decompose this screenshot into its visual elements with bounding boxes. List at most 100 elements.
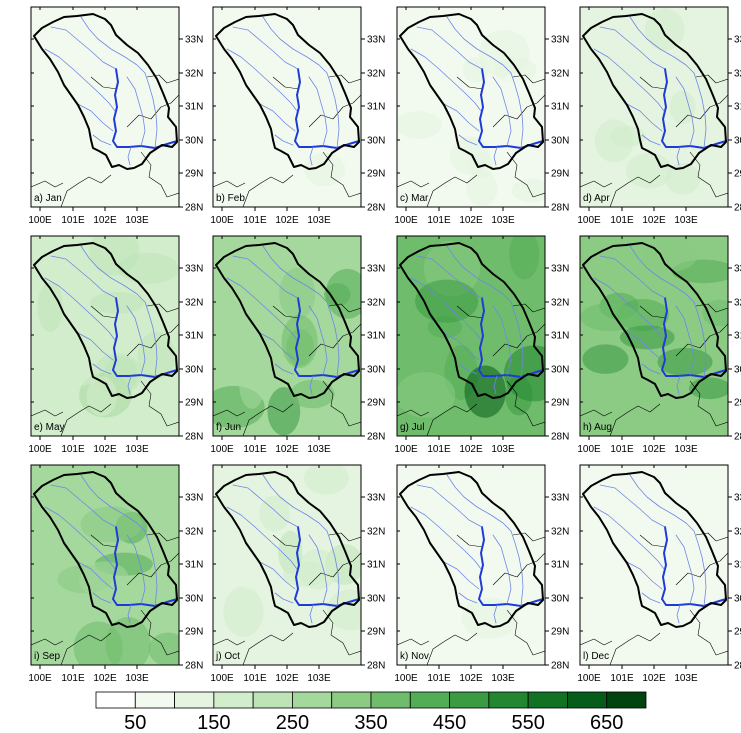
precip-patch — [509, 236, 540, 280]
lat-tick-label: 32N — [551, 298, 569, 309]
lat-tick-label: 33N — [734, 493, 741, 504]
precip-patch — [54, 358, 100, 387]
map-panel: 28N 29N 30N 31N 32N 33N 100E 101E 102E 103E l) Dec — [577, 464, 741, 684]
precip-patch — [415, 279, 479, 323]
lat-tick-label: 31N — [734, 102, 741, 113]
colorbar-label: 350 — [354, 712, 387, 733]
colorbar-label: 450 — [433, 712, 466, 733]
map-panel: 28N 29N 30N 31N 32N 33N 100E 101E 102E 103E k) Nov — [394, 464, 569, 684]
lon-tick-label: 101E — [61, 444, 85, 455]
precip-patch — [281, 315, 318, 368]
lon-tick-label: 101E — [610, 215, 634, 226]
lat-tick-label: 32N — [734, 298, 741, 309]
precip-patch — [303, 152, 346, 187]
lat-tick-label: 28N — [367, 203, 385, 214]
lat-tick-label: 28N — [185, 661, 203, 672]
colorbar-swatch — [174, 691, 215, 709]
lon-tick-label: 100E — [577, 444, 601, 455]
precip-patch — [283, 560, 327, 587]
lon-tick-label: 100E — [394, 444, 418, 455]
panel-label: h) Aug — [583, 422, 612, 433]
lon-tick-label: 100E — [577, 673, 601, 684]
lat-tick-label: 32N — [551, 69, 569, 80]
lon-tick-label: 103E — [307, 673, 331, 684]
lat-tick-label: 30N — [551, 136, 569, 147]
precip-patch — [327, 589, 361, 631]
lat-tick-label: 29N — [551, 169, 569, 180]
panel-label: a) Jan — [34, 193, 62, 204]
lon-tick-label: 101E — [427, 673, 451, 684]
lon-tick-label: 103E — [307, 215, 331, 226]
precip-patch — [324, 283, 351, 307]
precip-patch — [397, 372, 456, 418]
lon-tick-label: 100E — [210, 673, 234, 684]
precip-patch — [582, 344, 629, 374]
lat-tick-label: 33N — [551, 264, 569, 275]
precip-patch — [594, 119, 634, 163]
lon-tick-label: 103E — [307, 444, 331, 455]
map-panel: 28N 29N 30N 31N 32N 33N 100E 101E 102E 103E c) Mar — [394, 6, 569, 226]
lat-tick-label: 33N — [367, 493, 385, 504]
lat-tick-label: 29N — [734, 398, 741, 409]
lat-tick-label: 29N — [185, 627, 203, 638]
lat-tick-label: 31N — [185, 560, 203, 571]
lat-tick-label: 33N — [367, 264, 385, 275]
lon-tick-label: 103E — [491, 215, 515, 226]
lat-tick-label: 28N — [734, 432, 741, 443]
precip-patch — [290, 379, 335, 409]
lat-tick-label: 33N — [551, 35, 569, 46]
lon-tick-label: 101E — [427, 215, 451, 226]
lon-tick-label: 101E — [610, 444, 634, 455]
lon-tick-label: 102E — [275, 444, 299, 455]
lon-tick-label: 103E — [674, 444, 698, 455]
lon-tick-label: 102E — [93, 444, 117, 455]
lon-tick-label: 102E — [642, 215, 666, 226]
lon-tick-label: 103E — [674, 673, 698, 684]
lat-tick-label: 29N — [734, 627, 741, 638]
lat-tick-label: 30N — [551, 365, 569, 376]
lat-tick-label: 31N — [734, 331, 741, 342]
lat-tick-label: 29N — [367, 169, 385, 180]
lat-tick-label: 33N — [551, 493, 569, 504]
colorbar-swatch — [292, 691, 333, 709]
lat-tick-label: 30N — [734, 594, 741, 605]
lon-tick-label: 101E — [243, 673, 267, 684]
lat-tick-label: 30N — [734, 365, 741, 376]
lat-tick-label: 32N — [185, 527, 203, 538]
precip-patch — [397, 111, 443, 139]
colorbar-label: 150 — [197, 712, 230, 733]
panel-label: d) Apr — [583, 193, 610, 204]
lat-tick-label: 29N — [185, 398, 203, 409]
lat-tick-label: 30N — [185, 136, 203, 147]
lat-tick-label: 29N — [185, 169, 203, 180]
map-panel: 28N 29N 30N 31N 32N 33N 100E 101E 102E 103E g) Jul — [394, 235, 569, 455]
lon-tick-label: 100E — [28, 673, 52, 684]
colorbar-swatch — [252, 691, 293, 709]
map-panel: 28N 29N 30N 31N 32N 33N 100E 101E 102E 103E e) May — [28, 235, 203, 455]
precip-patch — [117, 252, 179, 284]
precip-patch — [231, 545, 277, 591]
lat-tick-label: 29N — [551, 398, 569, 409]
lon-tick-label: 100E — [210, 215, 234, 226]
lon-tick-label: 103E — [125, 215, 149, 226]
precip-patch — [657, 347, 713, 376]
lon-tick-label: 100E — [394, 215, 418, 226]
colorbar-label: 550 — [511, 712, 544, 733]
lon-tick-label: 102E — [275, 215, 299, 226]
lon-tick-label: 100E — [394, 673, 418, 684]
lon-tick-label: 102E — [275, 673, 299, 684]
panel-label: l) Dec — [583, 651, 609, 662]
lon-tick-label: 102E — [459, 215, 483, 226]
lon-tick-label: 101E — [243, 444, 267, 455]
map-panel: 28N 29N 30N 31N 32N 33N 100E 101E 102E 103E j) Oct — [210, 464, 385, 684]
lon-tick-label: 102E — [642, 444, 666, 455]
colorbar-swatch — [370, 691, 411, 709]
lat-tick-label: 28N — [185, 432, 203, 443]
lat-tick-label: 28N — [734, 661, 741, 672]
lat-tick-label: 31N — [551, 102, 569, 113]
lat-tick-label: 29N — [367, 398, 385, 409]
lat-tick-label: 28N — [367, 661, 385, 672]
lon-tick-label: 102E — [93, 673, 117, 684]
precip-patch — [239, 360, 265, 409]
lat-tick-label: 29N — [734, 169, 741, 180]
